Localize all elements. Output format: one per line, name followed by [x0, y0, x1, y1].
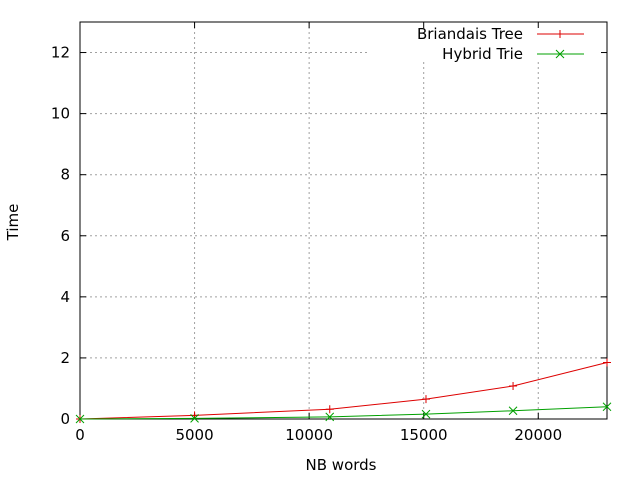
grid: [80, 22, 607, 419]
series-line: [79, 406, 608, 420]
x-axis-label: NB words: [306, 456, 377, 474]
data-point: [75, 414, 85, 424]
series-line: [79, 362, 608, 420]
y-tick-label: 2: [60, 349, 70, 367]
series-hybrid-trie: [75, 402, 612, 424]
y-tick-label: 4: [60, 288, 70, 306]
y-axis-label: Time: [4, 204, 22, 242]
data-point: [603, 358, 611, 367]
x-tick-label: 20000: [514, 426, 562, 444]
x-tick-label: 0: [75, 426, 85, 444]
x-tick-label: 5000: [175, 426, 213, 444]
x-tick-label: 10000: [285, 426, 333, 444]
data-point: [325, 412, 335, 422]
legend: Briandais Tree Hybrid Trie: [417, 25, 584, 63]
y-tick-label: 8: [60, 166, 70, 184]
axis-ticks: 0 5000 10000 15000 20000 0 2 4 6 8 10 12: [51, 22, 607, 444]
y-tick-label: 0: [60, 410, 70, 428]
legend-marker: [555, 49, 565, 59]
y-tick-label: 6: [60, 227, 70, 245]
data-point: [509, 382, 518, 391]
legend-label: Hybrid Trie: [442, 45, 523, 63]
series-layer: [75, 358, 612, 424]
data-point: [421, 395, 430, 404]
plot-frame: [79, 21, 608, 420]
legend-label: Briandais Tree: [417, 25, 523, 43]
data-point: [421, 409, 431, 419]
data-point: [508, 406, 518, 416]
data-point: [602, 402, 612, 412]
legend-marker: [556, 30, 564, 38]
y-tick-label: 10: [51, 105, 70, 123]
data-point: [190, 414, 199, 423]
y-tick-label: 12: [51, 44, 70, 62]
x-tick-label: 15000: [400, 426, 448, 444]
data-point: [325, 405, 334, 414]
